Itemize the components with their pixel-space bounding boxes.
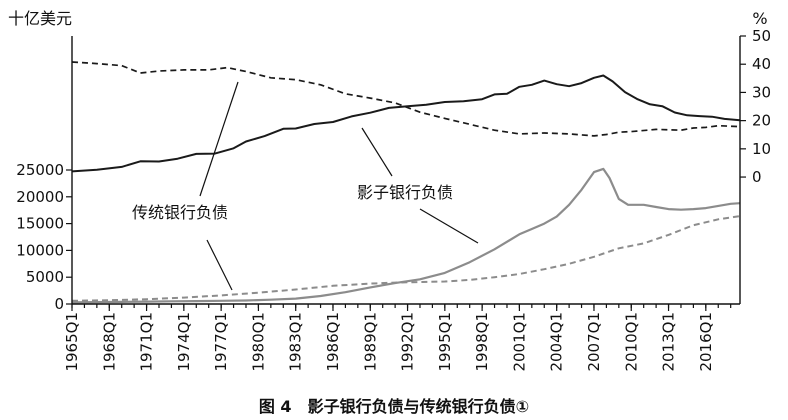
right-tick-label: 10 bbox=[752, 140, 771, 158]
shadow-bank-leader-lower bbox=[419, 208, 479, 244]
shadow-bank-leader-upper bbox=[361, 127, 393, 177]
right-axis-ticks: 0 10 20 30 40 50 bbox=[740, 27, 771, 186]
x-tick-label: 1998Q1 bbox=[473, 312, 491, 372]
x-tick-label: 2016Q1 bbox=[697, 312, 715, 372]
series-layer bbox=[71, 61, 741, 304]
x-tick-label: 1974Q1 bbox=[175, 312, 193, 372]
right-tick-label: 0 bbox=[752, 168, 762, 186]
x-tick-label: 1977Q1 bbox=[212, 312, 230, 372]
left-axis-ticks: 0 5000 10000 15000 20000 25000 bbox=[16, 161, 72, 313]
series-line-4-dashed-black bbox=[71, 61, 741, 137]
traditional-bank-leader-lower bbox=[206, 239, 233, 291]
shadow-bank-annotation: 影子银行负债 bbox=[357, 183, 453, 202]
x-axis-ticks: 1965Q1 1968Q1 1971Q1 1974Q1 1977Q1 1980Q1 1983… bbox=[63, 304, 732, 372]
traditional-bank-leader-upper bbox=[199, 81, 239, 197]
right-tick-label: 40 bbox=[752, 55, 771, 73]
figure-caption: 图 4 影子银行负债与传统银行负债① bbox=[259, 397, 529, 416]
right-tick-label: 50 bbox=[752, 27, 771, 45]
series-line-1-solid-gray bbox=[71, 167, 741, 304]
x-tick-label: 1995Q1 bbox=[436, 312, 454, 372]
x-tick-label: 2013Q1 bbox=[660, 312, 678, 372]
left-tick-label: 25000 bbox=[16, 161, 64, 179]
traditional-bank-annotation: 传统银行负债 bbox=[132, 203, 228, 222]
x-tick-label: 1992Q1 bbox=[399, 312, 417, 372]
left-tick-label: 20000 bbox=[16, 188, 64, 206]
left-axis-unit-label: 十亿美元 bbox=[8, 9, 72, 28]
right-axis-unit-label: % bbox=[752, 9, 767, 28]
left-tick-label: 5000 bbox=[26, 268, 64, 286]
series-line-3-solid-black bbox=[71, 74, 741, 173]
x-tick-label: 2001Q1 bbox=[510, 312, 528, 372]
x-tick-label: 1965Q1 bbox=[63, 312, 81, 372]
x-tick-label: 1983Q1 bbox=[287, 312, 305, 372]
x-tick-label: 1989Q1 bbox=[361, 312, 379, 372]
x-tick-label: 1980Q1 bbox=[249, 312, 267, 372]
left-tick-label: 15000 bbox=[16, 215, 64, 233]
x-tick-label: 2007Q1 bbox=[585, 312, 603, 372]
series-line-2-dashed-gray bbox=[71, 215, 741, 302]
x-tick-label: 2004Q1 bbox=[548, 312, 566, 372]
left-tick-label: 10000 bbox=[16, 241, 64, 259]
x-tick-label: 1986Q1 bbox=[324, 312, 342, 372]
left-tick-label: 0 bbox=[54, 295, 64, 313]
x-tick-label: 1968Q1 bbox=[100, 312, 118, 372]
x-tick-label: 1971Q1 bbox=[138, 312, 156, 372]
right-tick-label: 30 bbox=[752, 83, 771, 101]
x-tick-label: 2010Q1 bbox=[622, 312, 640, 372]
right-tick-label: 20 bbox=[752, 112, 771, 130]
